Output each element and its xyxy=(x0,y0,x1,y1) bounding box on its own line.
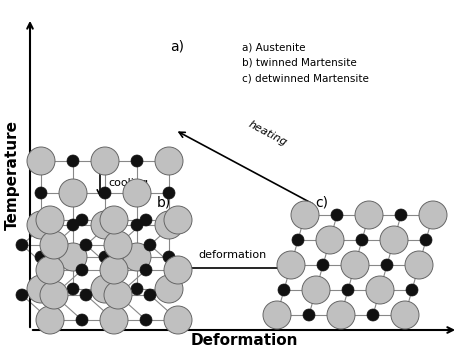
Circle shape xyxy=(144,289,156,301)
Text: a) Austenite
b) twinned Martensite
c) detwinned Martensite: a) Austenite b) twinned Martensite c) de… xyxy=(242,42,369,83)
Circle shape xyxy=(76,264,88,276)
Circle shape xyxy=(163,187,175,199)
Circle shape xyxy=(316,226,344,254)
Circle shape xyxy=(366,276,394,304)
Circle shape xyxy=(140,264,152,276)
Circle shape xyxy=(391,301,419,329)
Circle shape xyxy=(35,187,47,199)
Circle shape xyxy=(59,243,87,271)
Circle shape xyxy=(155,147,183,175)
Circle shape xyxy=(380,226,408,254)
Circle shape xyxy=(144,239,156,251)
Circle shape xyxy=(91,211,119,239)
Circle shape xyxy=(91,275,119,303)
Circle shape xyxy=(419,201,447,229)
Circle shape xyxy=(104,231,132,259)
Circle shape xyxy=(155,275,183,303)
Circle shape xyxy=(278,284,290,296)
Circle shape xyxy=(36,306,64,334)
Circle shape xyxy=(36,256,64,284)
Circle shape xyxy=(59,179,87,207)
Circle shape xyxy=(367,309,379,321)
Circle shape xyxy=(381,259,393,271)
Circle shape xyxy=(317,259,329,271)
Circle shape xyxy=(27,211,55,239)
Text: Deformation: Deformation xyxy=(190,333,298,348)
Text: Temperature: Temperature xyxy=(4,120,19,230)
Circle shape xyxy=(99,187,111,199)
Circle shape xyxy=(355,201,383,229)
Circle shape xyxy=(163,251,175,263)
Circle shape xyxy=(395,209,407,221)
Circle shape xyxy=(16,239,28,251)
Circle shape xyxy=(164,256,192,284)
Circle shape xyxy=(100,306,128,334)
Circle shape xyxy=(123,243,151,271)
Circle shape xyxy=(292,234,304,246)
Text: a): a) xyxy=(170,40,184,54)
Circle shape xyxy=(420,234,432,246)
Circle shape xyxy=(164,206,192,234)
Circle shape xyxy=(27,275,55,303)
Circle shape xyxy=(99,251,111,263)
Circle shape xyxy=(131,219,143,231)
Circle shape xyxy=(104,281,132,309)
Circle shape xyxy=(100,256,128,284)
Circle shape xyxy=(356,234,368,246)
Circle shape xyxy=(405,251,433,279)
Circle shape xyxy=(303,309,315,321)
Text: heating: heating xyxy=(247,119,289,148)
Text: deformation: deformation xyxy=(199,250,267,260)
Circle shape xyxy=(302,276,330,304)
Circle shape xyxy=(76,314,88,326)
Circle shape xyxy=(263,301,291,329)
Circle shape xyxy=(131,155,143,167)
Circle shape xyxy=(100,206,128,234)
Circle shape xyxy=(36,206,64,234)
Circle shape xyxy=(140,214,152,226)
Circle shape xyxy=(40,231,68,259)
Text: cooling: cooling xyxy=(108,178,148,188)
Circle shape xyxy=(67,219,79,231)
Text: b): b) xyxy=(157,195,171,209)
Circle shape xyxy=(327,301,355,329)
Circle shape xyxy=(341,251,369,279)
Circle shape xyxy=(164,306,192,334)
Circle shape xyxy=(131,283,143,295)
Circle shape xyxy=(342,284,354,296)
Circle shape xyxy=(16,289,28,301)
Circle shape xyxy=(67,155,79,167)
Text: c): c) xyxy=(315,195,328,209)
Circle shape xyxy=(291,201,319,229)
Circle shape xyxy=(76,214,88,226)
Circle shape xyxy=(277,251,305,279)
Circle shape xyxy=(123,179,151,207)
Circle shape xyxy=(80,289,92,301)
Circle shape xyxy=(40,281,68,309)
Circle shape xyxy=(80,239,92,251)
Circle shape xyxy=(406,284,418,296)
Circle shape xyxy=(27,147,55,175)
Circle shape xyxy=(140,314,152,326)
Circle shape xyxy=(155,211,183,239)
Circle shape xyxy=(331,209,343,221)
Circle shape xyxy=(91,147,119,175)
Circle shape xyxy=(35,251,47,263)
Circle shape xyxy=(67,283,79,295)
